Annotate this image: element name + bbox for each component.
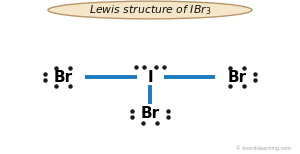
Text: I: I (147, 69, 153, 85)
Text: $\it{Lewis\ structure\ of\ IBr_3}$: $\it{Lewis\ structure\ of\ IBr_3}$ (89, 3, 211, 17)
Text: © knordslearning.com: © knordslearning.com (236, 145, 291, 151)
Ellipse shape (48, 1, 252, 19)
Text: Br: Br (140, 106, 160, 122)
Text: Br: Br (53, 69, 73, 85)
Text: Br: Br (227, 69, 247, 85)
